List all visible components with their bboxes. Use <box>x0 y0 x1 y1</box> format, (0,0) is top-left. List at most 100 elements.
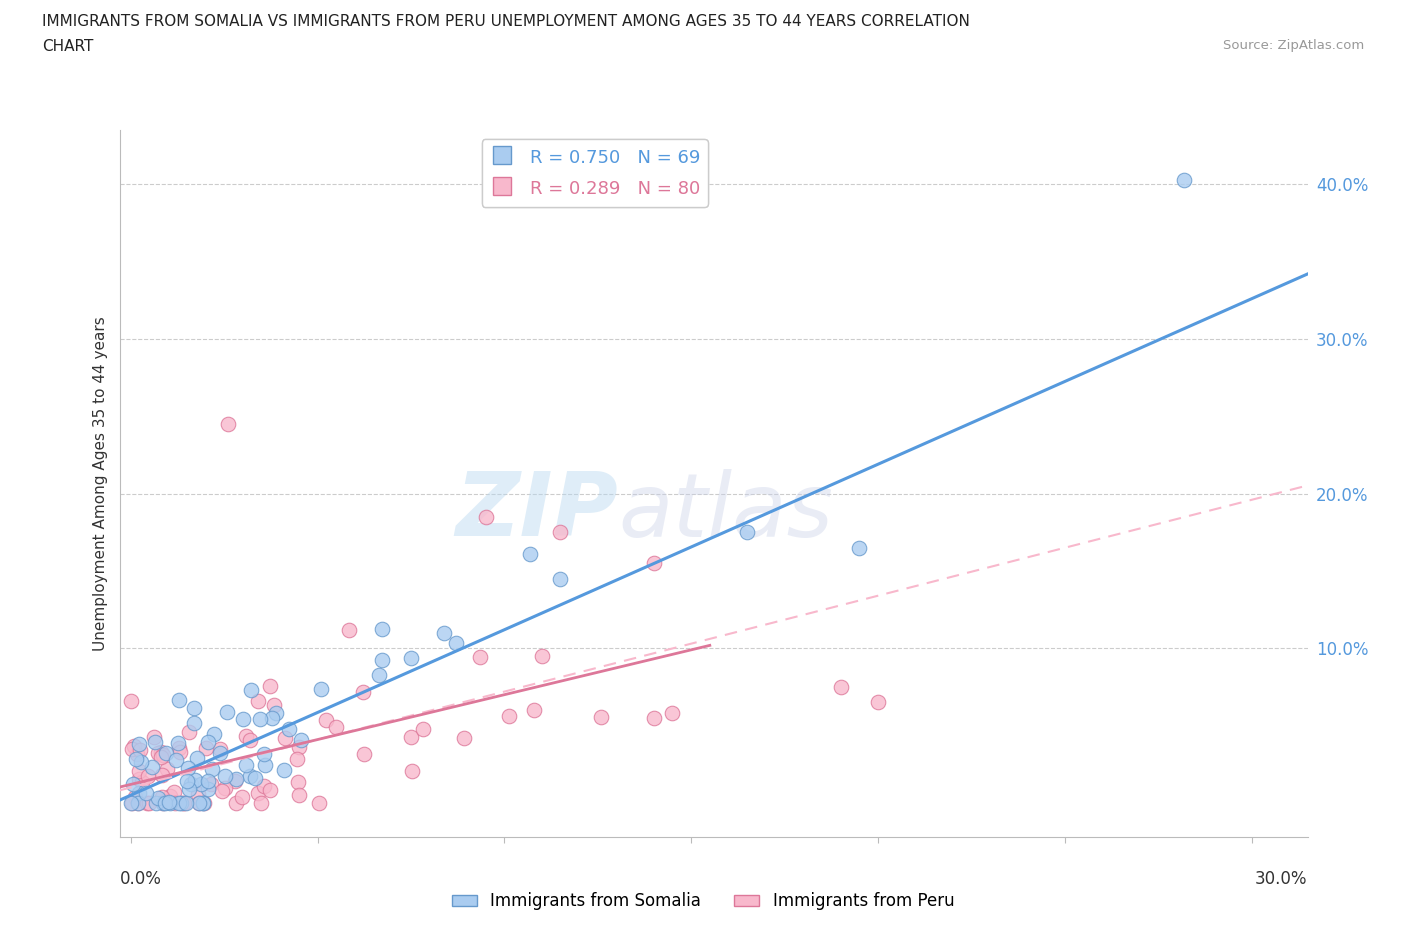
Point <box>309 682 332 697</box>
Point <box>735 525 758 539</box>
Point <box>169 692 191 707</box>
Point <box>453 730 475 745</box>
Point <box>152 747 174 762</box>
Point <box>370 621 392 636</box>
Point <box>202 726 225 741</box>
Point <box>498 709 520 724</box>
Point <box>125 751 148 766</box>
Point <box>146 790 169 805</box>
Point <box>288 788 311 803</box>
Point <box>259 678 281 693</box>
Point <box>152 795 174 810</box>
Point <box>173 795 195 810</box>
Point <box>214 768 236 783</box>
Point <box>253 778 276 793</box>
Point <box>197 782 219 797</box>
Text: 0.0%: 0.0% <box>120 870 162 887</box>
Point <box>128 786 150 801</box>
Point <box>288 739 311 754</box>
Point <box>177 761 200 776</box>
Point <box>169 744 191 759</box>
Point <box>263 698 285 712</box>
Point <box>163 795 186 810</box>
Point <box>1173 172 1195 187</box>
Point <box>167 795 190 810</box>
Point <box>163 785 186 800</box>
Point <box>519 546 541 561</box>
Point <box>159 789 181 804</box>
Point <box>128 737 150 751</box>
Point <box>550 525 572 539</box>
Point <box>193 795 215 810</box>
Point <box>643 711 665 725</box>
Point <box>129 754 152 769</box>
Point <box>128 772 150 787</box>
Point <box>143 734 166 749</box>
Point <box>124 790 146 804</box>
Point <box>208 746 231 761</box>
Point <box>157 794 180 809</box>
Point <box>308 795 330 810</box>
Point <box>285 752 308 767</box>
Point <box>127 795 149 810</box>
Legend: R = 0.750   N = 69, R = 0.289   N = 80: R = 0.750 N = 69, R = 0.289 N = 80 <box>482 140 707 206</box>
Point <box>245 771 267 786</box>
Text: IMMIGRANTS FROM SOMALIA VS IMMIGRANTS FROM PERU UNEMPLOYMENT AMONG AGES 35 TO 44: IMMIGRANTS FROM SOMALIA VS IMMIGRANTS FR… <box>42 14 970 29</box>
Point <box>150 790 173 804</box>
Point <box>474 510 496 525</box>
Point <box>156 762 179 777</box>
Point <box>433 625 456 640</box>
Point <box>273 763 295 777</box>
Point <box>193 795 215 810</box>
Point <box>352 684 374 699</box>
Point <box>247 786 270 801</box>
Point <box>399 650 422 665</box>
Point <box>172 795 194 810</box>
Point <box>290 732 312 747</box>
Point <box>235 758 257 773</box>
Text: atlas: atlas <box>619 469 834 555</box>
Point <box>170 795 193 810</box>
Point <box>550 571 572 586</box>
Point <box>187 787 209 802</box>
Point <box>136 768 159 783</box>
Point <box>211 784 233 799</box>
Point <box>367 668 389 683</box>
Point <box>150 768 173 783</box>
Point <box>287 775 309 790</box>
Point <box>201 762 224 777</box>
Point <box>138 795 160 810</box>
Text: 30.0%: 30.0% <box>1256 870 1308 887</box>
Point <box>127 747 149 762</box>
Point <box>239 682 262 697</box>
Point <box>231 790 253 804</box>
Point <box>208 741 231 756</box>
Point <box>197 735 219 750</box>
Point <box>176 795 198 810</box>
Point <box>127 795 149 810</box>
Point <box>190 777 212 791</box>
Point <box>224 774 246 789</box>
Point <box>155 746 177 761</box>
Point <box>145 795 167 810</box>
Point <box>353 747 375 762</box>
Point <box>180 777 202 791</box>
Point <box>195 741 218 756</box>
Point <box>159 795 181 810</box>
Point <box>315 712 337 727</box>
Point <box>153 795 176 810</box>
Point <box>183 715 205 730</box>
Point <box>128 742 150 757</box>
Point <box>235 728 257 743</box>
Point <box>530 648 553 663</box>
Point <box>167 740 190 755</box>
Point <box>187 795 209 810</box>
Point <box>165 753 187 768</box>
Point <box>337 622 360 637</box>
Point <box>253 747 276 762</box>
Point <box>177 782 200 797</box>
Point <box>371 652 394 667</box>
Point <box>128 764 150 778</box>
Point <box>120 795 142 810</box>
Point <box>399 729 422 744</box>
